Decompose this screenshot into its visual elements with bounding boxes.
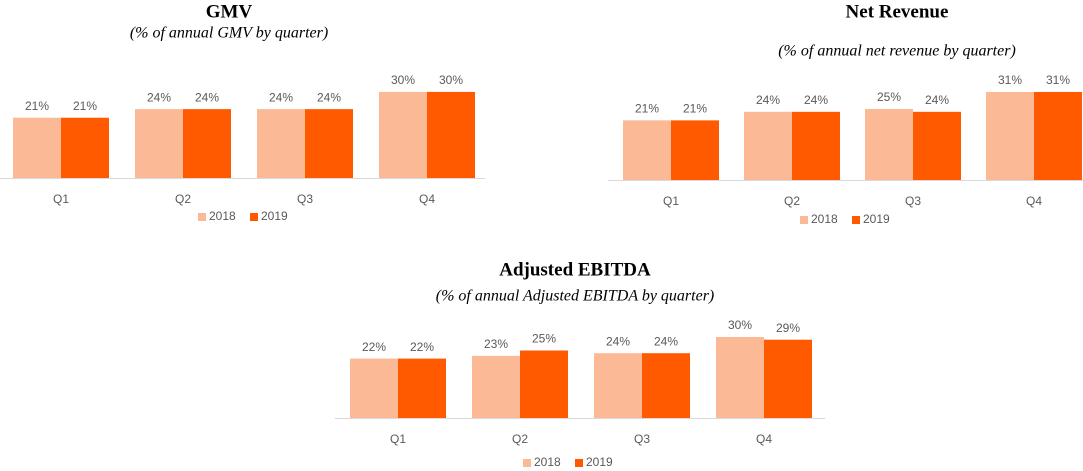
value-label: 21% — [25, 99, 49, 113]
chart-subtitle: (% of annual Adjusted EBITDA by quarter) — [436, 288, 715, 305]
x-tick-label: Q1 — [663, 194, 679, 208]
value-label: 24% — [317, 90, 341, 104]
chart-title: Net Revenue — [846, 1, 949, 22]
bar — [671, 120, 719, 180]
value-label: 24% — [654, 334, 678, 348]
bar — [865, 109, 913, 180]
bar — [913, 111, 961, 180]
bar — [183, 109, 231, 178]
bar — [427, 91, 475, 178]
legend-swatch — [852, 216, 860, 224]
bar — [520, 350, 568, 418]
value-label: 25% — [532, 332, 556, 346]
value-label: 22% — [362, 340, 386, 354]
value-label: 30% — [728, 318, 752, 332]
value-label: 24% — [147, 90, 171, 104]
x-tick-label: Q2 — [175, 192, 191, 206]
chart-subtitle: (% of annual net revenue by quarter) — [778, 43, 1016, 60]
bar — [792, 111, 840, 180]
value-label: 30% — [439, 73, 463, 87]
value-label: 31% — [998, 73, 1022, 87]
x-tick-label: Q1 — [53, 192, 69, 206]
legend-swatch — [800, 216, 808, 224]
chart-title: Adjusted EBITDA — [499, 259, 651, 280]
x-tick-label: Q4 — [1026, 194, 1042, 208]
x-tick-label: Q2 — [784, 194, 800, 208]
bar — [642, 353, 690, 418]
legend-swatch — [250, 213, 258, 221]
value-label: 21% — [73, 99, 97, 113]
value-label: 24% — [269, 90, 293, 104]
x-tick-label: Q4 — [419, 192, 435, 206]
bar — [61, 117, 109, 178]
bar — [135, 109, 183, 178]
bar — [716, 337, 764, 418]
legend-swatch — [575, 459, 583, 467]
chart-subtitle: (% of annual GMV by quarter) — [130, 25, 328, 42]
chart-title: GMV — [206, 1, 253, 22]
value-label: 24% — [804, 93, 828, 107]
bar — [472, 355, 520, 418]
legend-label: 2018 — [209, 209, 236, 223]
legend-label: 2019 — [863, 212, 890, 226]
bar — [764, 339, 812, 418]
value-label: 24% — [756, 93, 780, 107]
value-label: 24% — [195, 90, 219, 104]
legend-label: 2019 — [586, 455, 613, 469]
value-label: 30% — [391, 73, 415, 87]
value-label: 21% — [635, 102, 659, 116]
x-tick-label: Q3 — [905, 194, 921, 208]
legend-swatch — [198, 213, 206, 221]
bar — [379, 91, 427, 178]
bar — [986, 91, 1034, 180]
bar — [623, 120, 671, 180]
x-tick-label: Q3 — [634, 432, 650, 446]
value-label: 29% — [776, 321, 800, 335]
value-label: 24% — [606, 334, 630, 348]
x-tick-label: Q2 — [512, 432, 528, 446]
bar — [350, 358, 398, 418]
legend-label: 2019 — [261, 209, 288, 223]
value-label: 21% — [683, 102, 707, 116]
bar — [594, 353, 642, 418]
legend-label: 2018 — [811, 212, 838, 226]
x-tick-label: Q3 — [297, 192, 313, 206]
value-label: 22% — [410, 340, 434, 354]
bar — [744, 111, 792, 180]
value-label: 23% — [484, 337, 508, 351]
bar — [13, 117, 61, 178]
bar — [257, 109, 305, 178]
legend-label: 2018 — [534, 455, 561, 469]
value-label: 24% — [925, 93, 949, 107]
bar — [305, 109, 353, 178]
value-label: 31% — [1046, 73, 1070, 87]
bar — [1034, 91, 1082, 180]
legend-swatch — [523, 459, 531, 467]
bar — [398, 358, 446, 418]
value-label: 25% — [877, 90, 901, 104]
x-tick-label: Q1 — [390, 432, 406, 446]
x-tick-label: Q4 — [756, 432, 772, 446]
